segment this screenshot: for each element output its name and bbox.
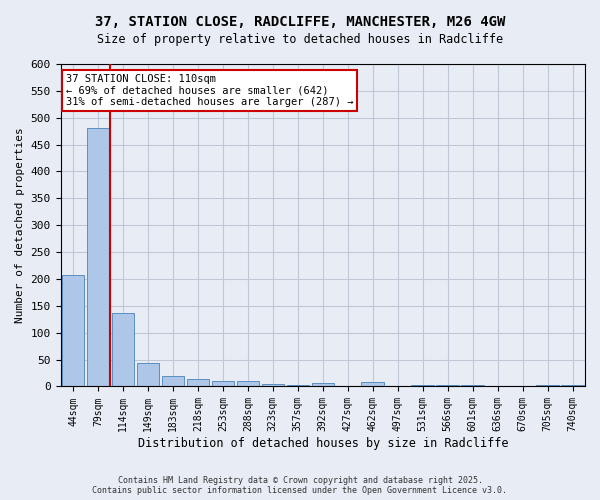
Bar [112, 314, 134, 386]
Bar [262, 384, 284, 386]
Bar [436, 385, 459, 386]
Bar [87, 128, 109, 386]
Text: 37, STATION CLOSE, RADCLIFFE, MANCHESTER, M26 4GW: 37, STATION CLOSE, RADCLIFFE, MANCHESTER… [95, 15, 505, 29]
Bar [412, 385, 434, 386]
Bar [212, 380, 234, 386]
Bar [536, 385, 559, 386]
Bar [161, 376, 184, 386]
X-axis label: Distribution of detached houses by size in Radcliffe: Distribution of detached houses by size … [137, 437, 508, 450]
Bar [311, 382, 334, 386]
Y-axis label: Number of detached properties: Number of detached properties [15, 128, 25, 323]
Bar [361, 382, 384, 386]
Bar [62, 275, 84, 386]
Bar [187, 379, 209, 386]
Text: Contains HM Land Registry data © Crown copyright and database right 2025.
Contai: Contains HM Land Registry data © Crown c… [92, 476, 508, 495]
Bar [137, 363, 159, 386]
Text: 37 STATION CLOSE: 110sqm
← 69% of detached houses are smaller (642)
31% of semi-: 37 STATION CLOSE: 110sqm ← 69% of detach… [66, 74, 353, 107]
Bar [236, 381, 259, 386]
Text: Size of property relative to detached houses in Radcliffe: Size of property relative to detached ho… [97, 32, 503, 46]
